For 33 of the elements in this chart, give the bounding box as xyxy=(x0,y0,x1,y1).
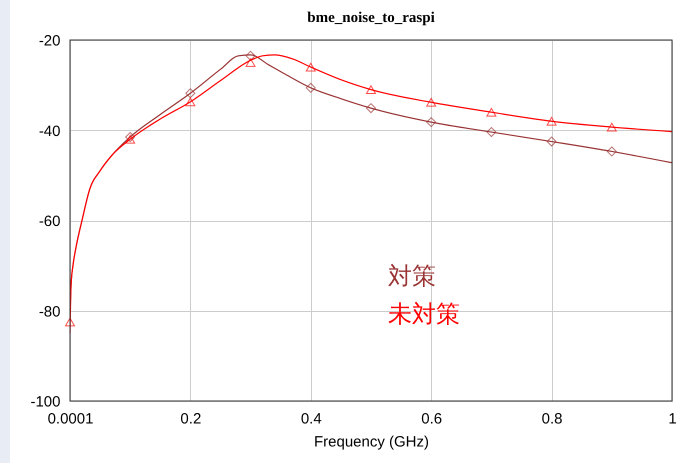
x-tick-label: 1 xyxy=(668,410,677,428)
text: 未対策 xyxy=(388,300,460,328)
point xyxy=(486,127,496,138)
x-tick-label: 0.0001 xyxy=(48,410,94,428)
point xyxy=(185,88,196,98)
x-tick-label: 0.4 xyxy=(300,410,322,428)
point xyxy=(306,62,316,72)
point xyxy=(366,103,376,114)
point xyxy=(125,134,136,144)
point xyxy=(426,98,436,107)
x-tick-label: 0.8 xyxy=(542,410,563,428)
x-axis-title: Frequency (GHz) xyxy=(314,434,430,450)
point xyxy=(546,116,557,126)
y-tick-label: -40 xyxy=(38,122,60,140)
y-tick-label: -80 xyxy=(38,303,60,320)
point xyxy=(486,108,496,117)
point xyxy=(606,146,617,156)
point xyxy=(246,50,256,61)
y-tick-label: -60 xyxy=(38,213,60,230)
y-tick-label: -100 xyxy=(30,394,60,410)
chart-title: bme_noise_to_raspi xyxy=(307,10,435,26)
point xyxy=(185,97,196,106)
point xyxy=(246,58,256,67)
text: 対策 xyxy=(388,262,436,290)
point xyxy=(366,85,376,94)
x-tick-label: 0.6 xyxy=(421,410,442,428)
point xyxy=(65,318,75,326)
y-tick-label: -20 xyxy=(38,32,60,50)
point xyxy=(546,136,557,147)
point xyxy=(606,122,617,132)
x-tick-label: 0.2 xyxy=(180,410,202,428)
point xyxy=(426,117,436,128)
point xyxy=(306,82,316,93)
